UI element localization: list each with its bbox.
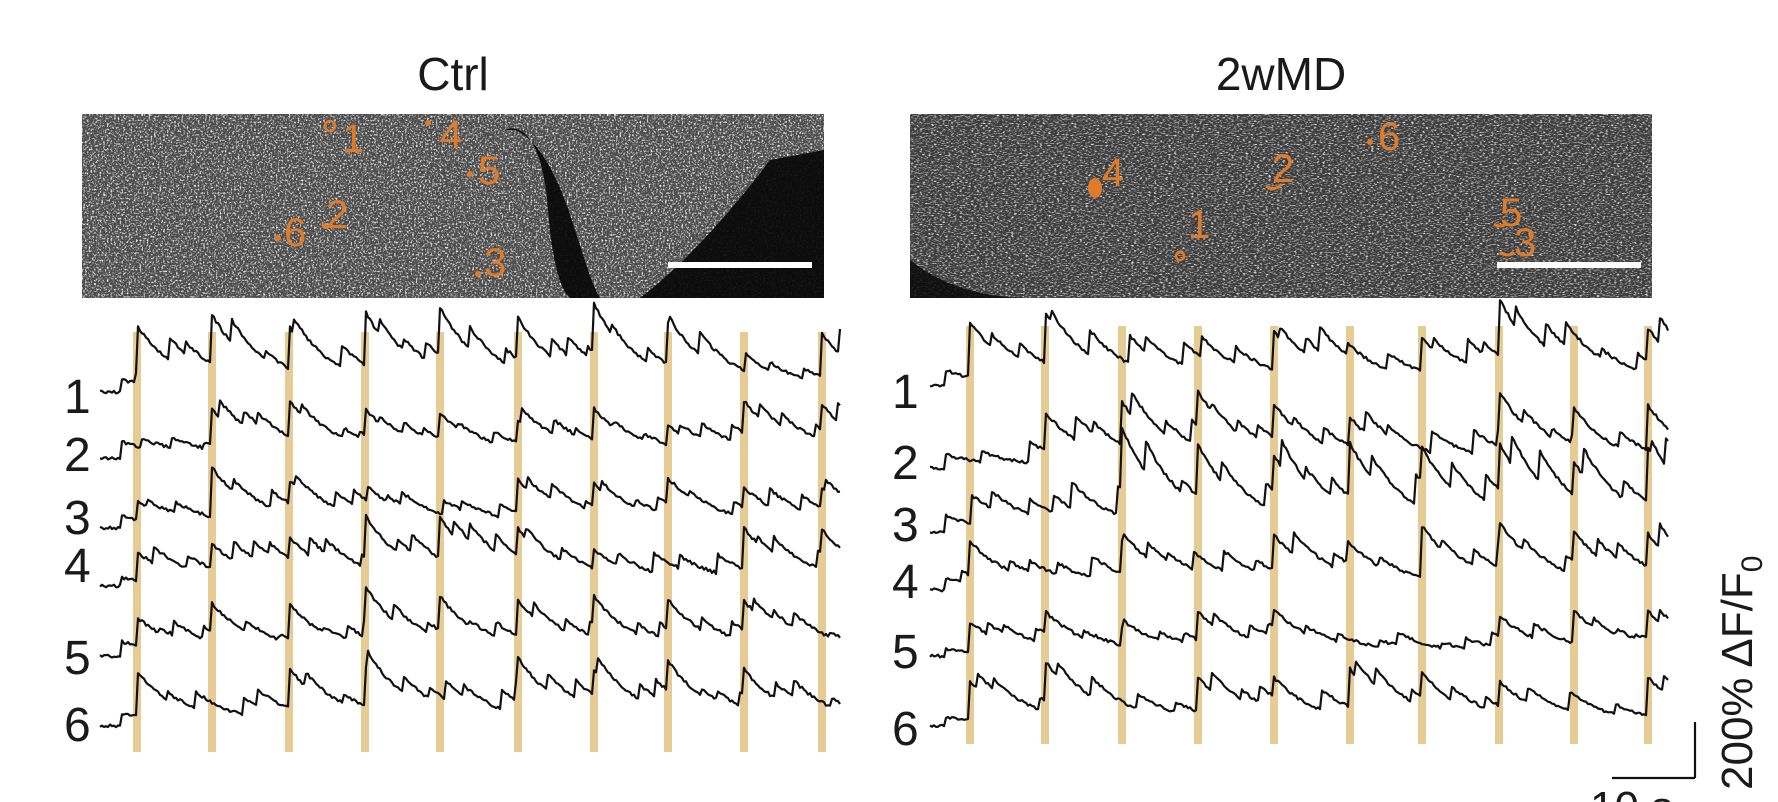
roi-label-2wmd-1: 1	[1188, 203, 1210, 247]
amplitude-scale-label: 200% ΔF/F0	[1713, 556, 1769, 790]
roi-label-2wmd-3: 3	[1514, 221, 1536, 265]
fluorescence-trace	[929, 299, 1670, 388]
trace-label-2wmd-4: 4	[892, 556, 919, 609]
fluorescence-trace	[99, 399, 841, 461]
roi-label-ctrl-5: 5	[478, 149, 500, 193]
panel-title-2wmd: 2wMD	[1216, 48, 1346, 100]
fluorescence-trace	[99, 466, 841, 531]
stimulus-bar	[1346, 326, 1354, 744]
micrograph-2wmd	[910, 114, 1652, 298]
roi-labels-2wmd: 1 2 3 4 5 6	[1088, 115, 1536, 265]
stimulus-bar	[208, 332, 216, 752]
trace-label-2wmd-2: 2	[892, 437, 919, 490]
trace-scale-bar: 200% ΔF/F0 10 s	[1590, 556, 1769, 802]
roi-label-2wmd-6: 6	[1378, 115, 1400, 159]
stimulus-bar	[590, 332, 598, 752]
trace-label-ctrl-3: 3	[64, 492, 91, 545]
trace-label-2wmd-1: 1	[892, 366, 919, 419]
traces-2wmd	[929, 299, 1670, 728]
trace-label-ctrl-4: 4	[64, 540, 91, 593]
trace-label-ctrl-6: 6	[64, 699, 91, 752]
trace-label-ctrl-5: 5	[64, 632, 91, 685]
fluorescence-trace	[99, 513, 841, 589]
roi-label-2wmd-5: 5	[1500, 191, 1522, 235]
image-scale-bar-ctrl	[668, 262, 812, 268]
panel-title-ctrl: Ctrl	[417, 48, 489, 100]
micrograph-ctrl	[82, 114, 824, 298]
traces-ctrl	[99, 301, 842, 729]
trace-label-2wmd-3: 3	[892, 499, 919, 552]
trace-labels-ctrl: 1 2 3 4 5 6	[64, 371, 91, 752]
roi-label-ctrl-2: 2	[326, 193, 348, 237]
stimulus-bar	[1041, 326, 1049, 744]
roi-label-2wmd-4: 4	[1102, 151, 1124, 195]
stimulus-bar	[818, 332, 826, 752]
stimulus-bars-2wmd	[966, 326, 1652, 744]
trace-label-ctrl-1: 1	[64, 371, 91, 424]
fluorescence-trace	[929, 660, 1669, 728]
fluorescence-trace	[929, 522, 1669, 593]
stimulus-bars-ctrl	[133, 332, 826, 752]
roi-label-2wmd-2: 2	[1272, 147, 1294, 191]
roi-label-ctrl-6: 6	[284, 211, 306, 255]
stimulus-bar	[966, 326, 974, 744]
trace-label-2wmd-5: 5	[892, 626, 919, 679]
stimulus-bar	[1118, 326, 1126, 744]
time-scale-label: 10 s	[1590, 783, 1673, 802]
roi-label-ctrl-3: 3	[484, 241, 506, 285]
trace-label-ctrl-2: 2	[64, 429, 91, 482]
stimulus-bar	[664, 332, 672, 752]
stimulus-bar	[436, 332, 444, 752]
fluorescence-trace	[929, 608, 1669, 659]
fluorescence-trace	[99, 301, 842, 395]
stimulus-bar	[133, 332, 141, 752]
fluorescence-trace	[929, 389, 1669, 471]
roi-labels-ctrl: 1 2 3 4 5 6	[275, 113, 506, 285]
trace-labels-2wmd: 1 2 3 4 5 6	[892, 366, 919, 756]
fluorescence-trace	[99, 649, 841, 729]
fluorescence-trace	[99, 586, 841, 659]
trace-label-2wmd-6: 6	[892, 703, 919, 756]
roi-label-ctrl-1: 1	[342, 117, 364, 161]
image-scale-bar-2wmd	[1497, 262, 1641, 268]
fluorescence-trace	[929, 426, 1669, 534]
stimulus-bar	[1194, 326, 1202, 744]
roi-label-ctrl-4: 4	[440, 113, 462, 157]
